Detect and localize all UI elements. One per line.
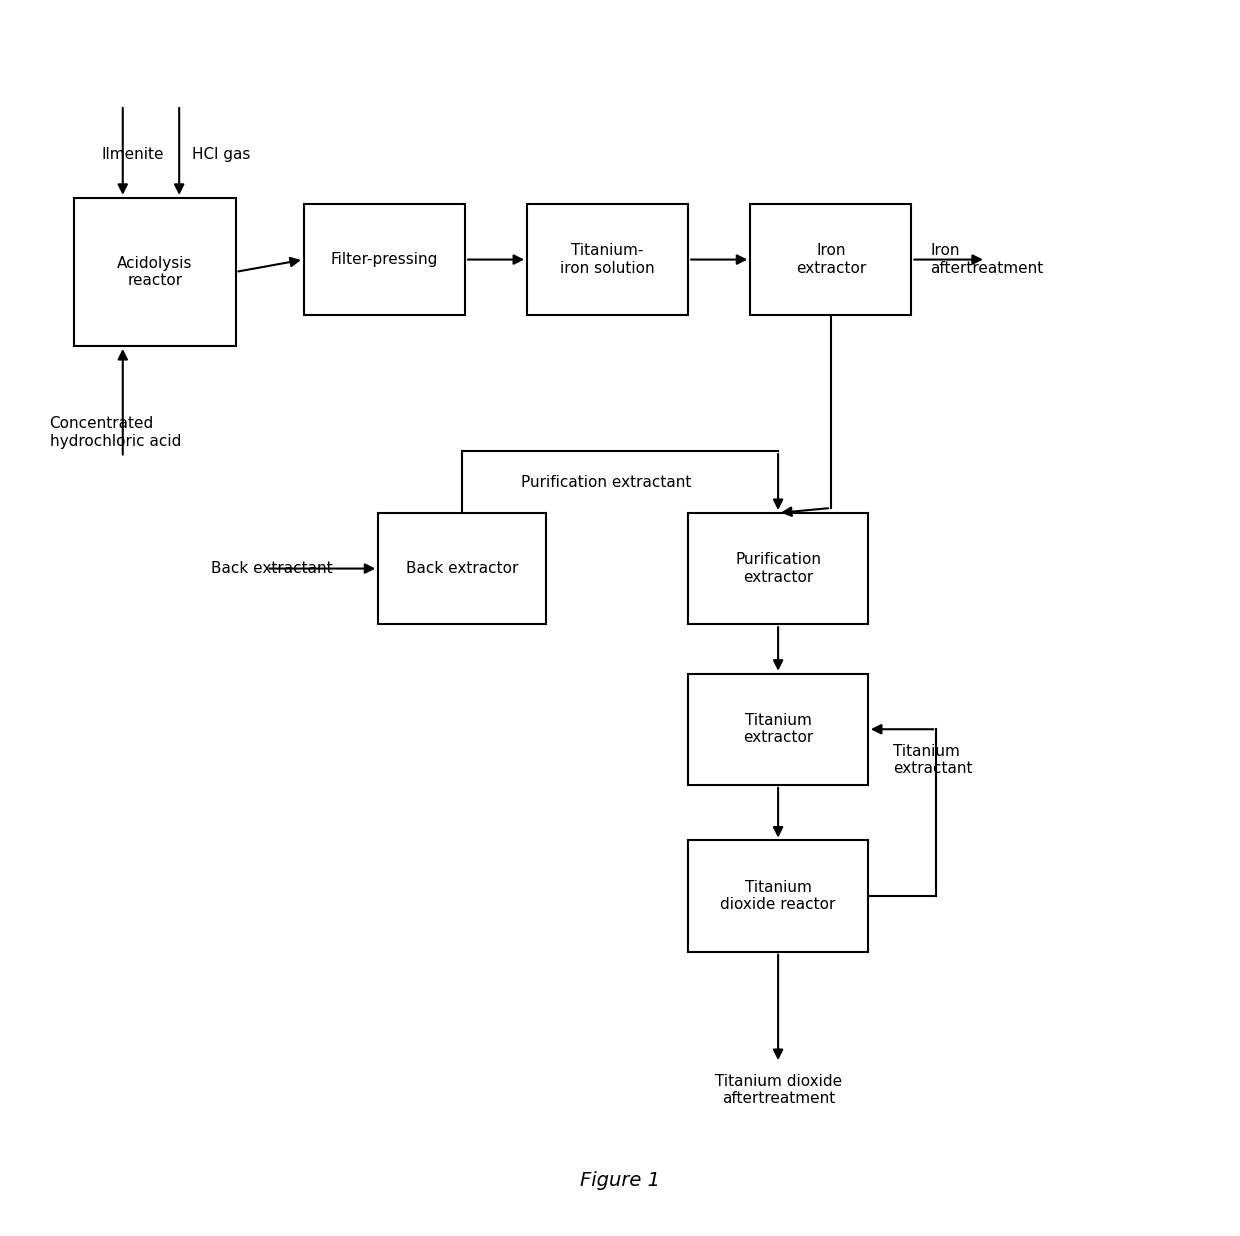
Text: Purification
extractor: Purification extractor (735, 552, 821, 585)
Text: Titanium
extractor: Titanium extractor (743, 713, 813, 745)
Text: Titanium-
iron solution: Titanium- iron solution (560, 243, 655, 276)
Text: Titanium
extractant: Titanium extractant (893, 744, 972, 776)
Text: Acidolysis
reactor: Acidolysis reactor (118, 256, 192, 288)
Text: Titanium dioxide
aftertreatment: Titanium dioxide aftertreatment (715, 1074, 842, 1106)
FancyBboxPatch shape (527, 204, 688, 315)
FancyBboxPatch shape (688, 513, 868, 624)
Text: Purification extractant: Purification extractant (521, 475, 691, 489)
Text: Ilmenite: Ilmenite (102, 147, 164, 162)
Text: HCl gas: HCl gas (192, 147, 250, 162)
Text: Concentrated
hydrochloric acid: Concentrated hydrochloric acid (50, 417, 181, 449)
Text: Iron
aftertreatment: Iron aftertreatment (930, 243, 1043, 276)
Text: Filter-pressing: Filter-pressing (331, 252, 438, 267)
Text: Back extractor: Back extractor (405, 561, 518, 576)
Text: Back extractant: Back extractant (211, 561, 332, 576)
FancyBboxPatch shape (378, 513, 546, 624)
FancyBboxPatch shape (750, 204, 911, 315)
Text: Figure 1: Figure 1 (580, 1170, 660, 1190)
FancyBboxPatch shape (304, 204, 465, 315)
Text: Titanium
dioxide reactor: Titanium dioxide reactor (720, 880, 836, 912)
Text: Iron
extractor: Iron extractor (796, 243, 866, 276)
FancyBboxPatch shape (688, 674, 868, 785)
FancyBboxPatch shape (688, 840, 868, 952)
FancyBboxPatch shape (74, 198, 236, 346)
